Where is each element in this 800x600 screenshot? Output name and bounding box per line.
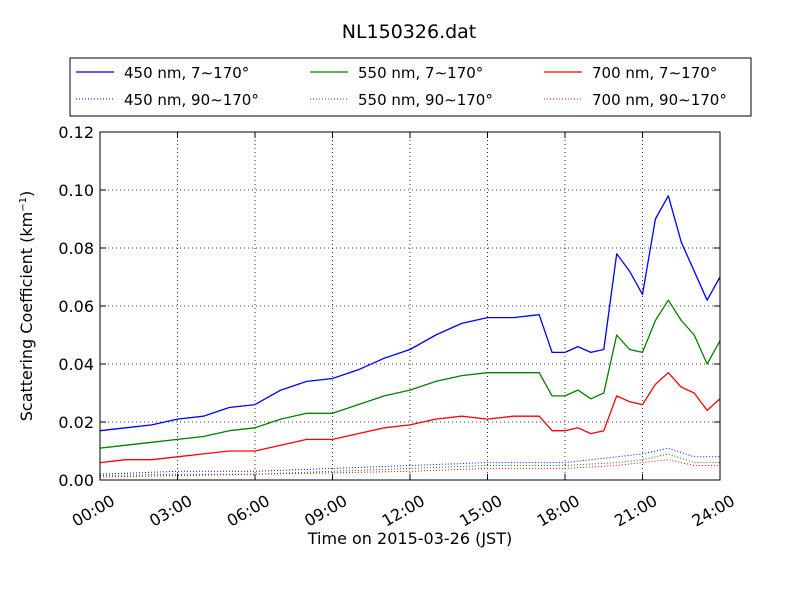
grid xyxy=(100,132,720,480)
series-line-1 xyxy=(99,299,721,449)
chart-title: NL150326.dat xyxy=(342,21,477,43)
series-line-0 xyxy=(99,195,721,432)
series-line-5 xyxy=(99,459,720,478)
y-axis-label-main: Scattering Coefficient (km xyxy=(17,212,36,422)
legend-label: 450 nm, 7∼170° xyxy=(124,64,249,82)
y-axis: 0.00 0.02 0.04 0.06 0.08 0.10 0.12 xyxy=(58,123,720,490)
y-tick-label: 0.04 xyxy=(58,355,94,374)
y-axis-label-unit-exponent: −1 xyxy=(18,197,29,212)
legend: 450 nm, 7∼170° 450 nm, 90∼170° 550 nm, 7∼1… xyxy=(69,57,752,117)
series-line-3 xyxy=(99,447,720,475)
y-tick-label: 0.06 xyxy=(58,297,94,316)
legend-label: 550 nm, 7∼170° xyxy=(358,64,483,82)
legend-label: 700 nm, 90∼170° xyxy=(592,91,727,109)
series-line-4 xyxy=(99,453,720,477)
y-tick-label: 0.08 xyxy=(58,239,94,258)
legend-label: 700 nm, 7∼170° xyxy=(592,64,717,82)
x-axis-label: Time on 2015-03-26 (JST) xyxy=(307,529,512,548)
series-group xyxy=(99,195,721,478)
y-axis-label-close: ) xyxy=(17,191,36,197)
y-axis-label: Scattering Coefficient (km−1) xyxy=(17,191,36,422)
series-line-2 xyxy=(99,372,721,464)
y-tick-label: 0.10 xyxy=(58,181,94,200)
y-tick-label: 0.02 xyxy=(58,413,94,432)
y-tick-label: 0.00 xyxy=(58,471,94,490)
legend-box xyxy=(69,57,752,117)
legend-label: 550 nm, 90∼170° xyxy=(358,91,493,109)
y-tick-label: 0.12 xyxy=(58,123,94,142)
legend-label: 450 nm, 90∼170° xyxy=(124,91,259,109)
